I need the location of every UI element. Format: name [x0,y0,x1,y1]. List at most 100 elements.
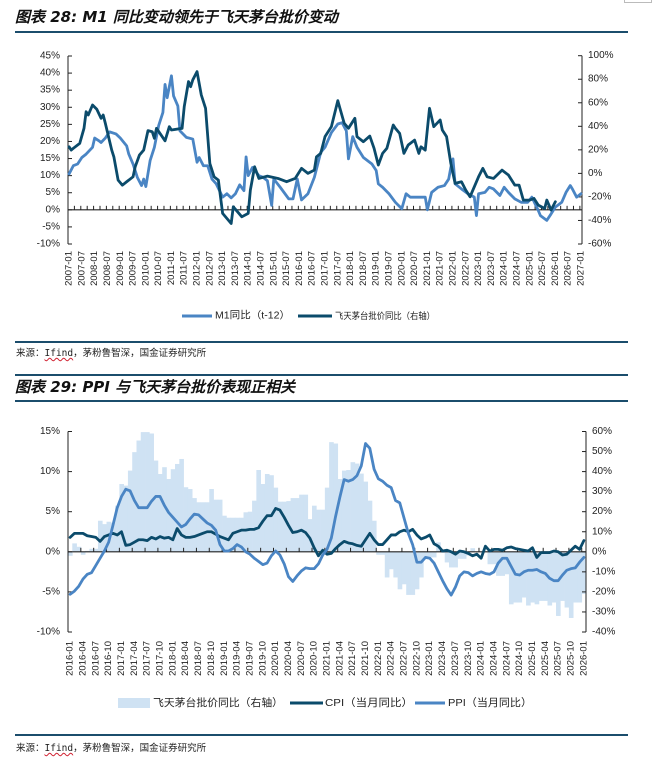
figure-29-source: 来源：Ifind，茅粉鲁智深，国金证券研究所 [16,742,206,756]
y-left-tick-label: 10% [40,170,60,181]
bar [371,520,377,552]
x-tick-label: 2018-04 [180,641,191,676]
x-tick-label: 2024-10 [514,641,525,676]
bar [543,551,548,601]
bar [260,484,266,552]
legend-label-m1: M1同比（t-12） [215,310,290,322]
series-line-cpi [68,507,586,560]
y-right-tick-label: -30% [592,606,615,617]
y-right-tick-label: 20% [588,144,608,155]
y-left-tick-label: 15% [40,153,60,164]
bar [89,548,95,552]
figure-29-title: 图表 29: PPI 与飞天茅台批价表现正相关 [15,378,296,396]
bar [414,551,420,590]
bar [367,500,373,552]
legend-label-moutai: 飞天茅台批价同比（右轴） [153,696,283,709]
x-tick-label: 2026-01 [550,251,561,286]
legend-swatch-moutai-bars [118,698,150,708]
y-right-tick-label: 0% [588,168,603,179]
x-tick-label: 2022-07 [460,251,471,286]
x-tick-label: 2019-04 [232,641,243,676]
bar [234,517,240,552]
x-tick-label: 2016-10 [103,641,114,676]
x-tick-label: 2026-07 [563,251,574,286]
x-tick-label: 2017-04 [129,641,140,676]
bar [153,460,159,552]
bar [470,548,476,552]
x-tick-label: 2022-01 [373,641,384,676]
x-tick-label: 2020-04 [283,641,294,676]
x-tick-label: 2027-01 [575,251,586,286]
x-tick-label: 2022-04 [386,641,397,676]
y-right-tick-label: 80% [588,74,608,85]
bar [341,470,347,552]
y-left-tick-label: 0% [46,204,61,215]
bar [517,551,523,603]
bar [170,469,176,552]
bar [457,551,463,559]
series-lines [68,442,586,597]
x-tick-label: 2025-01 [527,641,538,676]
bar [149,433,154,552]
bar [247,511,253,552]
bar [222,515,227,552]
x-tick-label: 2024-04 [488,641,499,676]
bar [401,551,407,585]
bar [316,509,321,552]
bar [307,519,313,552]
x-tick-label: 2025-07 [553,641,564,676]
bar [354,463,360,552]
x-tick-label: 2017-07 [142,641,153,676]
bar [192,498,197,552]
y-right-tick-label: -10% [592,566,615,577]
bar [431,551,437,558]
bar [252,500,257,552]
bar [419,551,424,578]
legend: 飞天茅台批价同比（右轴） CPI（当月同比） PPI（当月同比） [118,696,532,709]
x-tick-label: 2023-01 [473,251,484,286]
y-right-tick-label: 40% [592,466,612,477]
x-tick-label: 2017-01 [116,641,127,676]
y-left-tick-label: 15% [40,426,60,437]
series-lines [67,70,583,225]
bar [320,509,326,552]
x-tick-label: 2008-07 [102,251,113,286]
bar [204,502,210,552]
x-tick-label: 2009-01 [115,251,126,286]
x-tick-label: 2013-01 [217,251,228,286]
bar [508,551,514,605]
x-tick-label: 2007-07 [76,251,87,286]
bar [226,517,232,552]
bar [350,462,356,552]
figure-28-source-rule [15,341,628,343]
x-tick-label: 2010-07 [153,251,164,286]
x-tick-label: 2016-07 [307,251,318,286]
figure-29-source-rule [15,734,628,736]
x-tick-label: 2022-07 [399,641,410,676]
legend: M1同比（t-12） 飞天茅台批价同比（右轴） [182,310,435,322]
bar [166,479,172,552]
y-left-tick-label: 10% [40,466,60,477]
x-tick-label: 2025-10 [566,641,577,676]
x-tick-label: 2019-01 [371,251,382,286]
bar [380,551,386,555]
figure-28-source: 来源：Ifind，茅粉鲁智深，国金证券研究所 [16,347,206,361]
bar [564,551,570,608]
y-left-tick-label: 5% [46,506,61,517]
y-right-tick-label: 50% [592,446,612,457]
bar [183,487,189,552]
y-left-tick-label: 25% [40,119,60,130]
bar [239,517,244,552]
x-tick-label: 2020-01 [396,251,407,286]
y-right-tick-label: 60% [588,97,608,108]
chart-m1-vs-moutai: 45% 40% 35% 30% 25% 20% 15% 10% 5% 0% -5% -10% 100% 8… [37,50,614,322]
bar [491,551,497,565]
chart-ppi-cpi-vs-moutai: 15% 10% 5% 0% -5% -10% 60% 50% 40% 30% 20% 10% 0% -10… [37,426,616,709]
bar [397,551,403,590]
x-tick-label: 2025-04 [540,641,551,676]
series-line-ppi [68,442,586,597]
bar [551,551,557,603]
y-right-tick-label: 30% [592,486,612,497]
source-ifind: Ifind [44,743,74,754]
x-tick-label: 2013-07 [230,251,241,286]
